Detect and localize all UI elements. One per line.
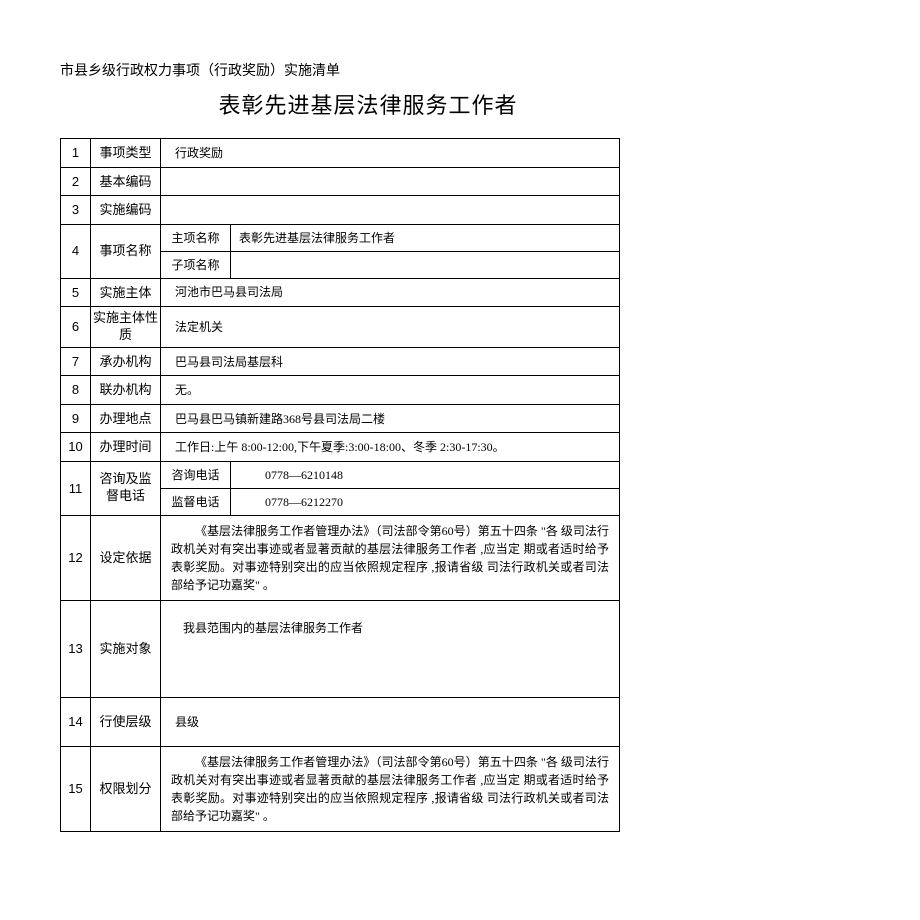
row-num: 15 [61, 746, 91, 831]
table-row: 6 实施主体性质 法定机关 [61, 307, 620, 348]
table-row: 3 实施编码 [61, 196, 620, 225]
row-value: 0778—6210148 [231, 461, 620, 488]
row-value [161, 196, 620, 225]
row-num: 12 [61, 515, 91, 600]
table-row: 9 办理地点 巴马县巴马镇新建路368号县司法局二楼 [61, 404, 620, 433]
table-row: 2 基本编码 [61, 167, 620, 196]
row-label: 咨询及监督电话 [91, 461, 161, 515]
table-row: 7 承办机构 巴马县司法局基层科 [61, 347, 620, 376]
page-title: 表彰先进基层法律服务工作者 [116, 88, 620, 120]
row-label: 实施编码 [91, 196, 161, 225]
row-label: 事项类型 [91, 139, 161, 168]
row-num: 10 [61, 433, 91, 462]
row-value: 巴马县巴马镇新建路368号县司法局二楼 [161, 404, 620, 433]
row-label: 事项名称 [91, 224, 161, 278]
row-label: 实施主体 [91, 278, 161, 307]
row-label: 承办机构 [91, 347, 161, 376]
row-num: 4 [61, 224, 91, 278]
row-value: 巴马县司法局基层科 [161, 347, 620, 376]
sub-label: 监督电话 [161, 488, 231, 515]
row-value [231, 251, 620, 278]
document-page: 市县乡级行政权力事项（行政奖励）实施清单 表彰先进基层法律服务工作者 1 事项类… [60, 60, 620, 832]
row-num: 5 [61, 278, 91, 307]
row-value: 法定机关 [161, 307, 620, 348]
row-label: 实施主体性质 [91, 307, 161, 348]
row-label: 权限划分 [91, 746, 161, 831]
row-num: 3 [61, 196, 91, 225]
row-num: 2 [61, 167, 91, 196]
row-num: 6 [61, 307, 91, 348]
row-num: 14 [61, 697, 91, 746]
row-value: 《基层法律服务工作者管理办法》（司法部令第60号）第五十四条 "各 级司法行政机… [161, 746, 620, 831]
row-label: 办理时间 [91, 433, 161, 462]
sub-label: 主项名称 [161, 224, 231, 251]
table-row: 10 办理时间 工作日:上午 8:00-12:00,下午夏季:3:00-18:0… [61, 433, 620, 462]
row-value: 《基层法律服务工作者管理办法》（司法部令第60号）第五十四条 "各 级司法行政机… [161, 515, 620, 600]
row-value: 0778—6212270 [231, 488, 620, 515]
sub-label: 子项名称 [161, 251, 231, 278]
table-row: 4 事项名称 主项名称 表彰先进基层法律服务工作者 [61, 224, 620, 251]
row-value: 行政奖励 [161, 139, 620, 168]
row-value: 表彰先进基层法律服务工作者 [231, 224, 620, 251]
row-value: 河池市巴马县司法局 [161, 278, 620, 307]
table-row: 11 咨询及监督电话 咨询电话 0778—6210148 [61, 461, 620, 488]
sub-label: 咨询电话 [161, 461, 231, 488]
row-num: 8 [61, 376, 91, 405]
row-value: 工作日:上午 8:00-12:00,下午夏季:3:00-18:00、冬季 2:3… [161, 433, 620, 462]
row-value: 县级 [161, 697, 620, 746]
row-value: 无。 [161, 376, 620, 405]
row-value: 我县范围内的基层法律服务工作者 [161, 600, 620, 697]
row-num: 9 [61, 404, 91, 433]
header-small: 市县乡级行政权力事项（行政奖励）实施清单 [60, 60, 620, 80]
row-label: 办理地点 [91, 404, 161, 433]
table-row: 12 设定依据 《基层法律服务工作者管理办法》（司法部令第60号）第五十四条 "… [61, 515, 620, 600]
row-label: 实施对象 [91, 600, 161, 697]
table-row: 1 事项类型 行政奖励 [61, 139, 620, 168]
row-label: 行使层级 [91, 697, 161, 746]
row-label: 基本编码 [91, 167, 161, 196]
row-num: 1 [61, 139, 91, 168]
table-row: 15 权限划分 《基层法律服务工作者管理办法》（司法部令第60号）第五十四条 "… [61, 746, 620, 831]
row-num: 11 [61, 461, 91, 515]
table-row: 13 实施对象 我县范围内的基层法律服务工作者 [61, 600, 620, 697]
table-row: 5 实施主体 河池市巴马县司法局 [61, 278, 620, 307]
row-num: 7 [61, 347, 91, 376]
info-table: 1 事项类型 行政奖励 2 基本编码 3 实施编码 4 事项名称 主项名称 表彰… [60, 138, 620, 832]
row-label: 联办机构 [91, 376, 161, 405]
row-value [161, 167, 620, 196]
table-row: 14 行使层级 县级 [61, 697, 620, 746]
row-label: 设定依据 [91, 515, 161, 600]
row-num: 13 [61, 600, 91, 697]
table-row: 8 联办机构 无。 [61, 376, 620, 405]
